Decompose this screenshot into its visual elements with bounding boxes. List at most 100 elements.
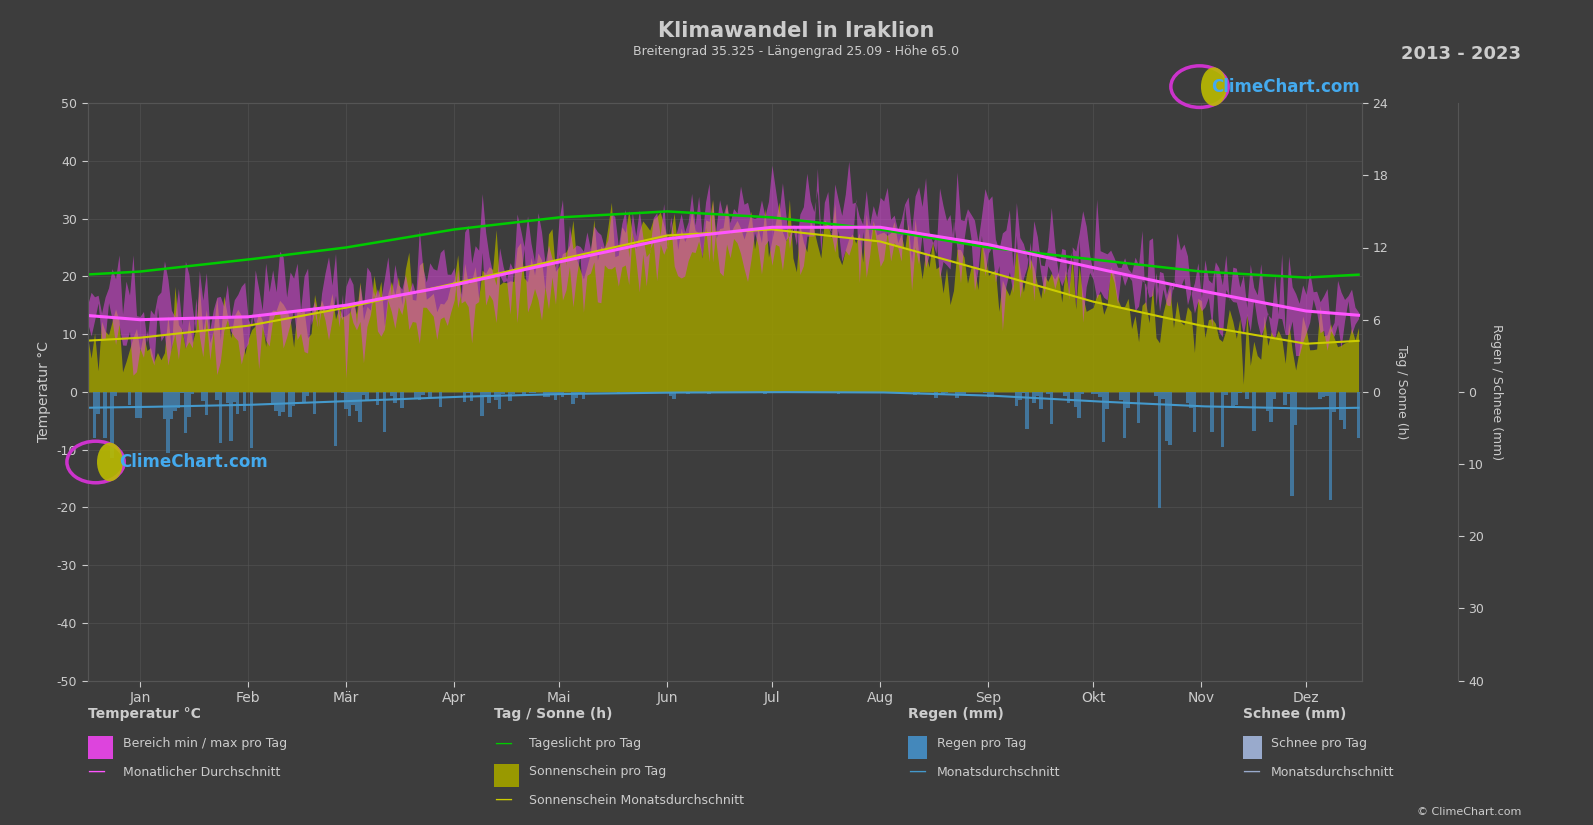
Text: —: — (908, 761, 926, 780)
Text: Regen pro Tag: Regen pro Tag (937, 738, 1026, 751)
Bar (274, 392, 277, 411)
Bar (1123, 392, 1126, 437)
Bar (543, 392, 546, 397)
Text: —: — (1243, 761, 1260, 780)
Bar (414, 392, 417, 399)
Bar (1220, 392, 1223, 447)
Bar (1340, 392, 1343, 420)
Bar (941, 392, 945, 394)
Text: Tag / Sonne (h): Tag / Sonne (h) (494, 707, 612, 721)
Bar (1270, 392, 1273, 422)
Bar (1319, 392, 1322, 398)
Bar (470, 392, 473, 401)
Bar (250, 392, 253, 448)
Bar (1161, 392, 1164, 399)
Bar (1021, 392, 1024, 394)
Bar (350, 392, 355, 405)
Bar (1032, 392, 1035, 403)
Bar (672, 392, 675, 398)
Text: Regen (mm): Regen (mm) (908, 707, 1004, 721)
Bar (1102, 392, 1106, 442)
Text: Tageslicht pro Tag: Tageslicht pro Tag (529, 738, 640, 751)
Bar (913, 392, 918, 394)
Bar (1231, 392, 1235, 408)
Text: Sonnenschein Monatsdurchschnitt: Sonnenschein Monatsdurchschnitt (529, 794, 744, 807)
Bar (1185, 392, 1190, 403)
Bar (1126, 392, 1129, 408)
Bar (983, 392, 986, 393)
Bar (1137, 392, 1141, 423)
Bar (1273, 392, 1276, 399)
Bar (1015, 392, 1018, 406)
Bar (523, 392, 526, 395)
Bar (1287, 392, 1290, 394)
Bar (417, 392, 421, 399)
Bar (464, 392, 467, 403)
Y-axis label: Temperatur °C: Temperatur °C (37, 342, 51, 442)
Bar (687, 392, 690, 394)
Bar (110, 392, 113, 458)
Bar (393, 392, 397, 403)
Bar (572, 392, 575, 404)
Bar (683, 392, 687, 393)
Bar (113, 392, 118, 396)
Bar (575, 392, 578, 398)
Bar (1343, 392, 1346, 429)
Text: Breitengrad 35.325 - Längengrad 25.09 - Höhe 65.0: Breitengrad 35.325 - Längengrad 25.09 - … (634, 45, 959, 59)
Bar (532, 392, 537, 394)
Bar (303, 392, 306, 402)
Bar (669, 392, 672, 396)
Bar (362, 392, 365, 395)
Bar (215, 392, 218, 400)
Bar (226, 392, 229, 403)
Bar (499, 392, 502, 409)
Bar (170, 392, 174, 419)
Bar (204, 392, 209, 415)
Bar (1067, 392, 1070, 403)
Bar (962, 392, 965, 395)
Bar (1064, 392, 1067, 396)
Bar (1246, 392, 1249, 399)
Bar (306, 392, 309, 396)
Bar (292, 392, 295, 406)
Bar (355, 392, 358, 411)
Bar (218, 392, 221, 443)
Y-axis label: Regen / Schnee (mm): Regen / Schnee (mm) (1491, 323, 1504, 460)
Bar (1223, 392, 1228, 394)
Bar (1211, 392, 1214, 431)
Bar (1332, 392, 1337, 412)
Bar (191, 392, 194, 394)
Bar (162, 392, 166, 418)
Bar (1047, 392, 1050, 394)
Bar (277, 392, 282, 416)
Bar (1094, 392, 1099, 394)
Bar (1164, 392, 1168, 441)
Bar (494, 392, 499, 400)
Bar (1325, 392, 1329, 396)
Bar (550, 392, 554, 395)
Bar (1050, 392, 1053, 424)
Bar (244, 392, 247, 411)
Bar (177, 392, 180, 408)
Bar (1155, 392, 1158, 396)
Bar (1039, 392, 1042, 409)
Bar (1120, 392, 1123, 400)
Bar (991, 392, 994, 397)
Y-axis label: Tag / Sonne (h): Tag / Sonne (h) (1395, 345, 1408, 439)
Bar (1106, 392, 1109, 408)
Text: Monatsdurchschnitt: Monatsdurchschnitt (937, 766, 1061, 779)
Bar (236, 392, 239, 414)
Bar (139, 392, 142, 418)
Bar (487, 392, 491, 403)
Bar (1252, 392, 1255, 431)
Bar (648, 392, 652, 394)
Bar (1018, 392, 1021, 399)
Text: —: — (494, 790, 511, 808)
Bar (166, 392, 170, 453)
Bar (511, 392, 515, 394)
Bar (358, 392, 362, 422)
Bar (186, 392, 191, 417)
Bar (1329, 392, 1332, 500)
Bar (766, 392, 769, 393)
Bar (558, 392, 561, 394)
